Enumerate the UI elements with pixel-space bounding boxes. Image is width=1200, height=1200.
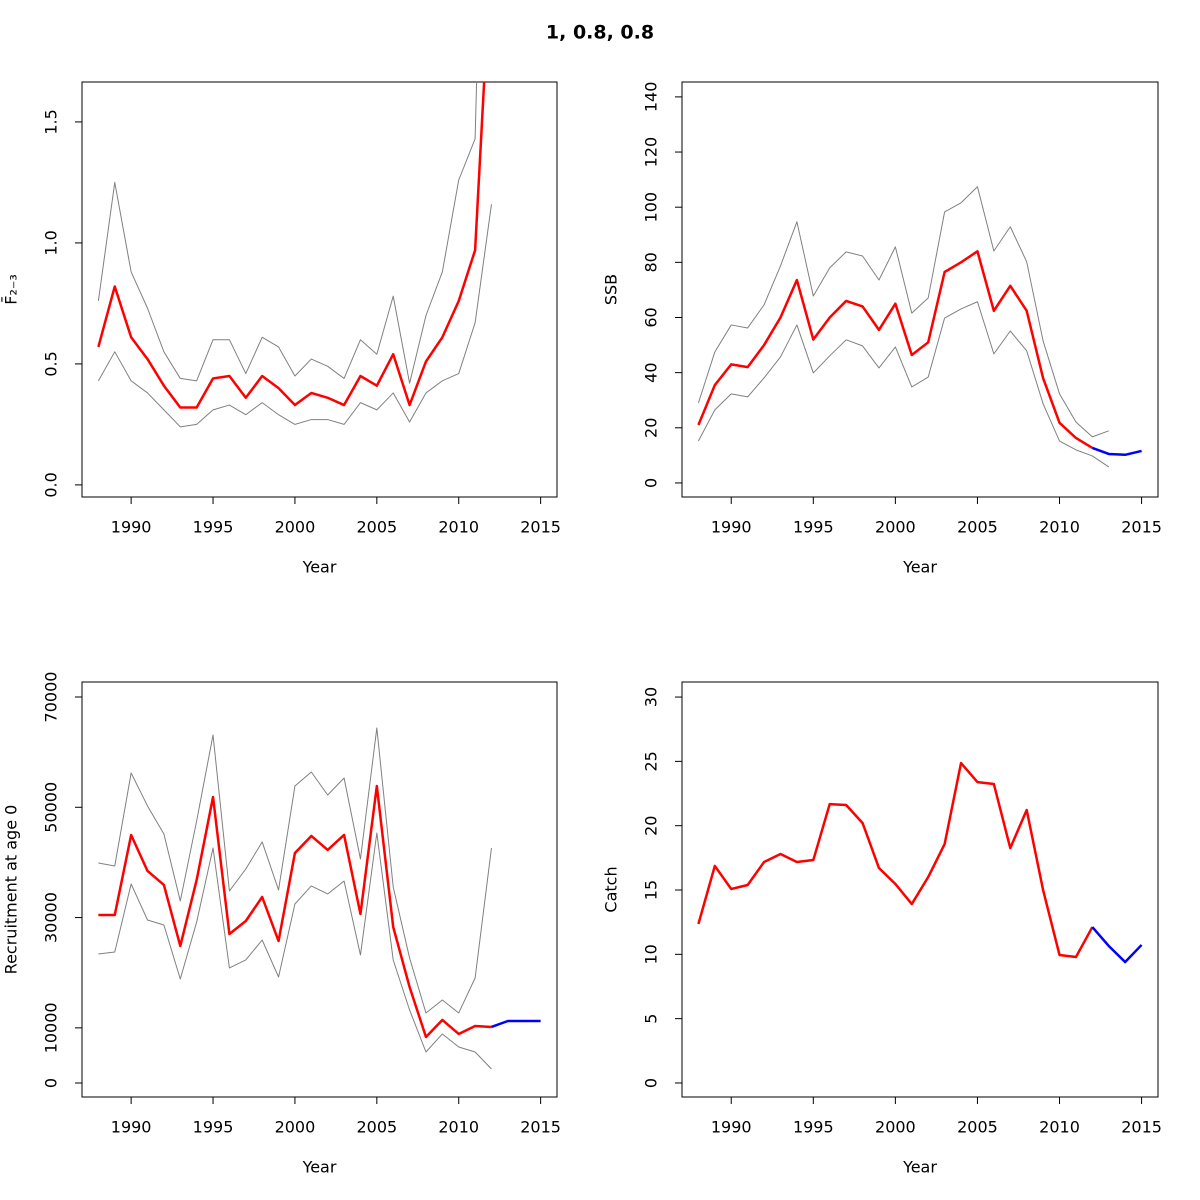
y-tick-label: 5 (642, 1014, 661, 1024)
series-group (97, 82, 492, 428)
y-tick-label: 100 (642, 192, 661, 223)
data-line (1091, 446, 1142, 457)
series-group (697, 761, 1143, 964)
data-line (97, 204, 492, 428)
x-tick-label: 2005 (356, 1118, 397, 1137)
y-tick-label: 80 (642, 252, 661, 272)
x-tick-label: 2015 (520, 1118, 561, 1137)
y-tick-label: 25 (642, 751, 661, 771)
x-tick-label: 1990 (711, 1118, 752, 1137)
figure-title: 1, 0.8, 0.8 (546, 22, 654, 44)
series-group (697, 186, 1142, 468)
y-tick-label: 0.5 (42, 351, 61, 376)
x-tick-label: 1990 (111, 1118, 152, 1137)
y-tick-label: 20 (642, 816, 661, 836)
y-tick-label: 0.0 (42, 472, 61, 497)
x-tick-label: 2005 (957, 518, 998, 537)
y-tick-label: 20 (642, 418, 661, 438)
y-axis-title: F̄₂₋₃ (2, 274, 21, 304)
panel: 1990 1995 2000 2005 2010 2015 0 10000 30000 50000… (2, 672, 561, 1177)
y-axis-title: SSB (602, 274, 621, 305)
y-tick-label: 15 (642, 880, 661, 900)
x-tick-label: 2010 (1039, 1118, 1080, 1137)
y-tick-label: 1.5 (42, 109, 61, 134)
y-tick-label: 120 (642, 137, 661, 168)
x-axis-title: Year (302, 1158, 337, 1177)
x-axis-title: Year (302, 558, 337, 577)
data-line (98, 784, 492, 1039)
y-tick-label: 140 (642, 82, 661, 113)
y-tick-label: 30000 (42, 892, 61, 943)
plot-frame (681, 81, 1159, 498)
x-axis-title: Year (902, 1158, 937, 1177)
x-tick-label: 2000 (275, 1118, 316, 1137)
data-line (697, 250, 1093, 449)
x-tick-label: 2015 (1121, 1118, 1162, 1137)
y-tick-label: 10 (642, 944, 661, 964)
data-line (697, 301, 1110, 468)
data-line (697, 761, 1094, 959)
data-line (697, 186, 1109, 438)
y-tick-label: 10000 (42, 1002, 61, 1053)
y-tick-label: 0 (42, 1078, 61, 1088)
y-tick-label: 0 (642, 478, 661, 488)
data-line (97, 82, 478, 384)
x-tick-label: 1995 (193, 518, 234, 537)
x-tick-label: 2015 (1121, 518, 1162, 537)
data-line (97, 82, 486, 409)
y-tick-label: 70000 (42, 672, 61, 723)
data-line (1091, 926, 1143, 964)
y-tick-label: 0 (642, 1078, 661, 1088)
data-line (491, 1019, 541, 1029)
y-axis-title: Recruitment at age 0 (2, 805, 21, 975)
series-group (98, 727, 541, 1070)
y-axis-title: Catch (602, 866, 621, 912)
panel: 1990 1995 2000 2005 2010 2015 0 20 40 60 80 100 120 1… (602, 81, 1162, 577)
x-tick-label: 2005 (356, 518, 397, 537)
x-tick-label: 1995 (793, 518, 834, 537)
x-tick-label: 2010 (438, 518, 479, 537)
x-tick-label: 2000 (275, 518, 316, 537)
data-line (98, 727, 492, 1014)
y-tick-label: 1.0 (42, 230, 61, 255)
x-tick-label: 2005 (957, 1118, 998, 1137)
y-tick-label: 40 (642, 362, 661, 382)
x-axis-title: Year (902, 558, 937, 577)
panel: 1990 1995 2000 2005 2010 2015 0 5 10 15 20 25 30 Year… (602, 681, 1162, 1177)
data-line (98, 832, 492, 1070)
x-tick-label: 1995 (793, 1118, 834, 1137)
y-tick-label: 30 (642, 687, 661, 707)
y-tick-label: 50000 (42, 782, 61, 833)
y-tick-label: 60 (642, 307, 661, 327)
plot-frame (81, 81, 558, 498)
x-tick-label: 1995 (193, 1118, 234, 1137)
x-tick-label: 1990 (711, 518, 752, 537)
x-tick-label: 2000 (875, 518, 916, 537)
x-tick-label: 2010 (438, 1118, 479, 1137)
x-tick-label: 2000 (875, 1118, 916, 1137)
x-tick-label: 2015 (520, 518, 561, 537)
panel: 1990 1995 2000 2005 2010 2015 0.0 0.5 1.0 1.5 Year… (2, 81, 561, 577)
x-tick-label: 2010 (1039, 518, 1080, 537)
x-tick-label: 1990 (111, 518, 152, 537)
